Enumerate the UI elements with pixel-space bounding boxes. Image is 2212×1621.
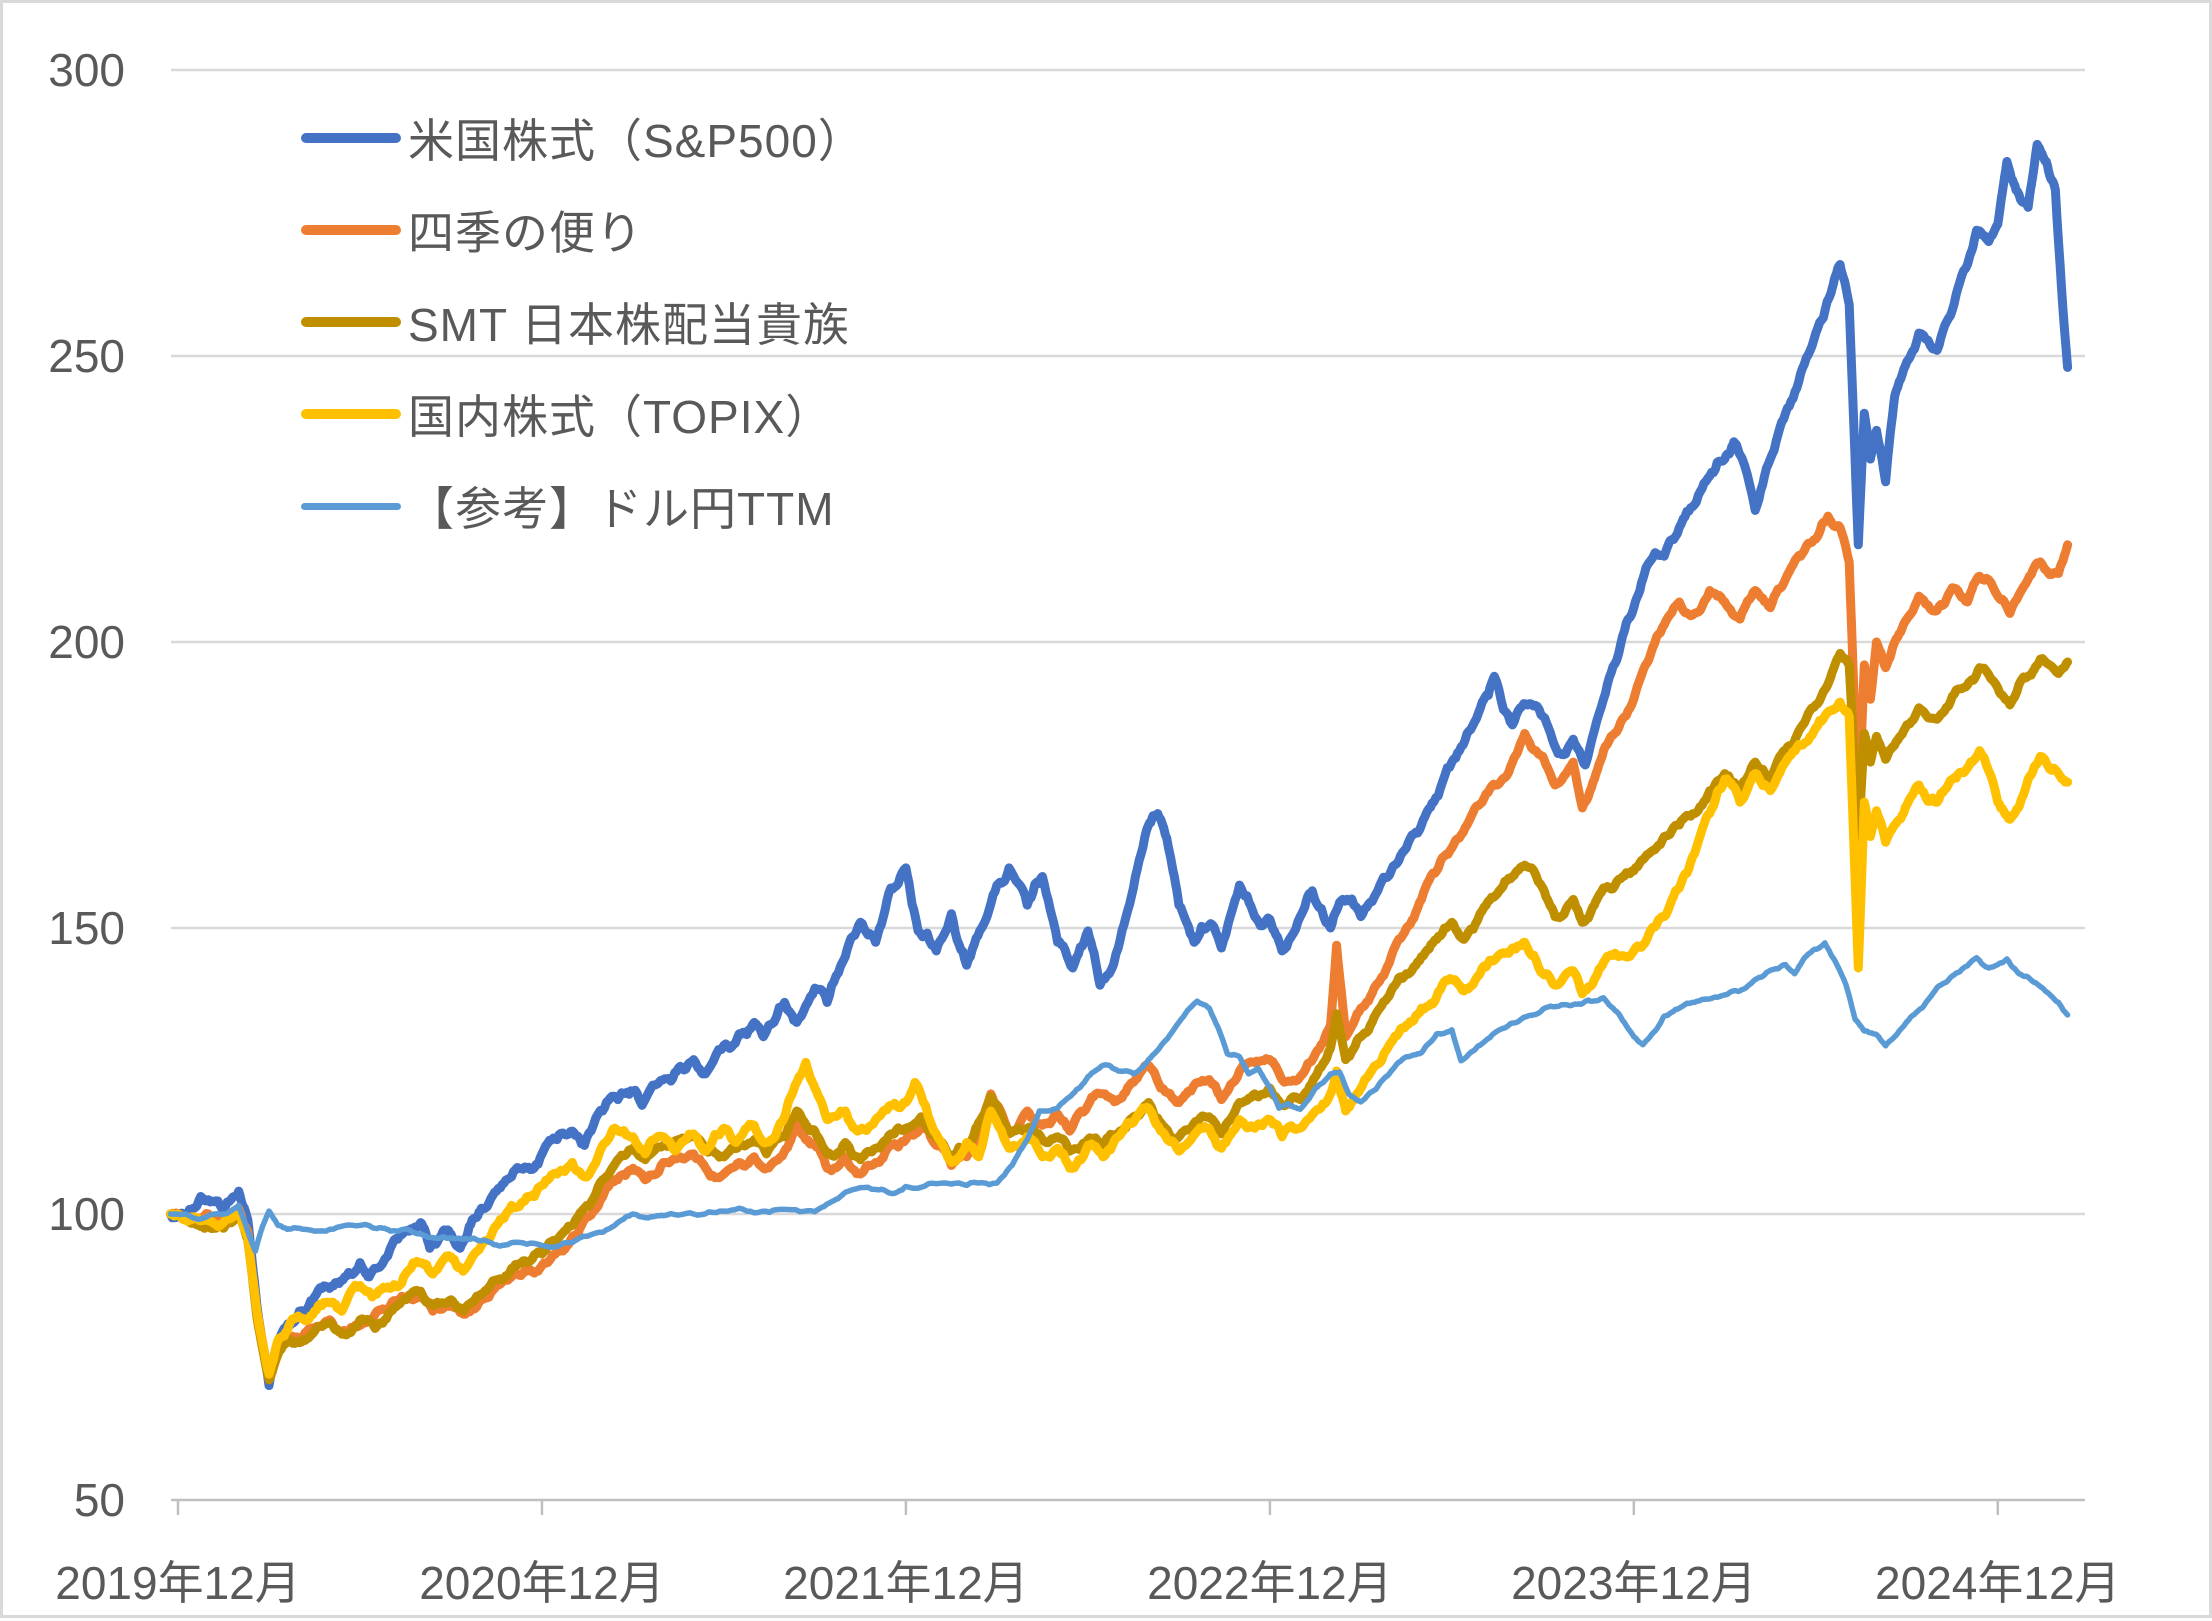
- legend-swatch-4: [301, 409, 401, 419]
- legend-label-2: 四季の便り: [408, 207, 643, 259]
- y-axis-label-250: 250: [48, 330, 125, 382]
- y-axis-label-200: 200: [48, 616, 125, 668]
- x-axis-label-1: 2020年12月: [419, 1557, 665, 1609]
- line-chart: 300 250 200 150 100 50 2019年12月 2020年12月 2021年1…: [48, 44, 2120, 1609]
- y-axis-labels: 300 250 200 150 100 50: [48, 44, 125, 1526]
- legend-swatch-5: [301, 502, 401, 510]
- legend-swatch-3: [301, 317, 401, 327]
- x-axis-label-2: 2021年12月: [783, 1557, 1029, 1609]
- axes: [171, 1498, 2085, 1515]
- gridlines: [171, 68, 2085, 1216]
- legend-item-3: SMT 日本株配当貴族: [301, 294, 850, 351]
- series-line-4: [165, 697, 2073, 1379]
- y-axis-label-50: 50: [74, 1474, 125, 1526]
- y-axis-label-150: 150: [48, 902, 125, 954]
- legend-label-4: 国内株式（TOPIX）: [408, 391, 833, 443]
- x-axis-label-0: 2019年12月: [55, 1557, 301, 1609]
- legend-item-1: 米国株式（S&P500）: [301, 110, 865, 167]
- legend-swatch-2: [301, 225, 401, 235]
- data-series: [165, 139, 2073, 1391]
- x-axis-label-5: 2024年12月: [1875, 1557, 2121, 1609]
- legend-label-5: 【参考】ドル円TTM: [408, 483, 835, 535]
- legend-label-3: SMT 日本株配当貴族: [408, 299, 851, 351]
- x-axis-labels: 2019年12月 2020年12月 2021年12月 2022年12月 2023年12月…: [55, 1557, 2120, 1609]
- legend-item-2: 四季の便り: [301, 202, 643, 259]
- legend-label-1: 米国株式（S&P500）: [408, 115, 865, 167]
- series-line-2: [165, 511, 2073, 1379]
- legend-item-5: 【参考】ドル円TTM: [301, 478, 835, 535]
- legend-swatch-1: [301, 133, 401, 143]
- series-line-5: [167, 940, 2071, 1254]
- x-axis-label-3: 2022年12月: [1147, 1557, 1393, 1609]
- y-axis-label-300: 300: [48, 44, 125, 96]
- x-axis-label-4: 2023年12月: [1511, 1557, 1757, 1609]
- y-axis-label-100: 100: [48, 1188, 125, 1240]
- legend-item-4: 国内株式（TOPIX）: [301, 386, 832, 443]
- series-line-1: [165, 139, 2073, 1391]
